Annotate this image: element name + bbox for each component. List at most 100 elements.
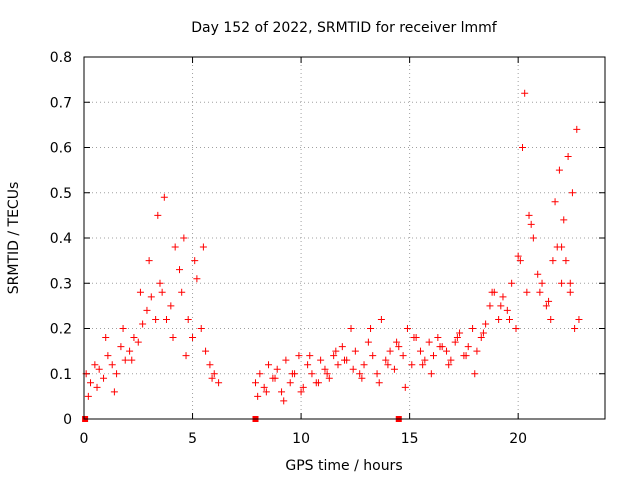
data-point bbox=[202, 347, 210, 355]
data-point bbox=[408, 361, 416, 369]
data-point bbox=[527, 220, 535, 228]
data-point bbox=[162, 315, 170, 323]
data-point bbox=[479, 329, 487, 337]
data-point bbox=[306, 352, 314, 360]
data-point bbox=[102, 334, 110, 342]
data-point bbox=[393, 338, 401, 346]
data-point bbox=[347, 325, 355, 332]
y-tick-label: 0.4 bbox=[50, 231, 72, 247]
data-point bbox=[299, 383, 307, 391]
data-point bbox=[558, 243, 566, 251]
data-point bbox=[206, 361, 214, 369]
data-point bbox=[113, 370, 121, 378]
data-point bbox=[377, 315, 385, 323]
data-point bbox=[349, 365, 357, 373]
data-point bbox=[176, 266, 184, 274]
data-point bbox=[443, 347, 451, 355]
y-tick-label: 0.7 bbox=[50, 95, 72, 111]
data-point bbox=[325, 374, 333, 382]
x-tick-label: 15 bbox=[401, 431, 419, 447]
grid-lines bbox=[84, 57, 605, 419]
data-point bbox=[147, 293, 155, 301]
data-point bbox=[334, 361, 342, 369]
data-points bbox=[82, 89, 583, 405]
data-point bbox=[375, 379, 383, 387]
data-point bbox=[505, 315, 513, 323]
data-point bbox=[495, 315, 503, 323]
data-point bbox=[430, 352, 438, 360]
data-point bbox=[538, 279, 546, 287]
data-point bbox=[256, 370, 264, 378]
data-point bbox=[486, 302, 494, 310]
data-point bbox=[260, 383, 268, 391]
data-point bbox=[469, 325, 477, 332]
data-point bbox=[351, 347, 359, 355]
y-tick-label: 0 bbox=[63, 412, 72, 428]
data-point bbox=[332, 347, 340, 355]
data-point bbox=[473, 347, 481, 355]
data-point bbox=[93, 383, 101, 391]
data-point bbox=[121, 356, 129, 364]
data-point bbox=[575, 315, 583, 323]
data-point bbox=[558, 279, 566, 287]
x-tick-label: 10 bbox=[292, 431, 310, 447]
data-point bbox=[566, 279, 574, 287]
data-point bbox=[525, 211, 533, 219]
data-point bbox=[288, 370, 296, 378]
data-point bbox=[419, 361, 427, 369]
data-point bbox=[571, 325, 579, 332]
data-point bbox=[514, 252, 522, 260]
data-point bbox=[286, 379, 294, 387]
data-point bbox=[568, 189, 576, 197]
data-point bbox=[158, 288, 166, 296]
data-point bbox=[84, 392, 92, 400]
data-point bbox=[128, 356, 136, 364]
data-point bbox=[180, 234, 188, 242]
data-point bbox=[488, 288, 496, 296]
data-point bbox=[251, 379, 259, 387]
data-point bbox=[139, 320, 147, 328]
data-point bbox=[447, 356, 455, 364]
data-point bbox=[171, 243, 179, 251]
data-point bbox=[573, 125, 581, 133]
data-point bbox=[399, 352, 407, 360]
data-point bbox=[427, 370, 435, 378]
chart-title: Day 152 of 2022, SRMTID for receiver lmm… bbox=[191, 20, 498, 36]
x-tick-label: 0 bbox=[80, 431, 89, 447]
data-point bbox=[119, 325, 127, 332]
data-point bbox=[297, 388, 305, 396]
data-point bbox=[364, 338, 372, 346]
data-point bbox=[87, 379, 95, 387]
data-point bbox=[471, 370, 479, 378]
data-point bbox=[136, 288, 144, 296]
data-point bbox=[117, 343, 125, 351]
data-point bbox=[110, 388, 118, 396]
data-point bbox=[462, 352, 470, 360]
data-point bbox=[95, 365, 103, 373]
data-point bbox=[536, 288, 544, 296]
data-point bbox=[184, 315, 192, 323]
data-point bbox=[410, 334, 418, 342]
data-point bbox=[562, 257, 570, 265]
data-point bbox=[145, 257, 153, 265]
data-point bbox=[189, 334, 197, 342]
data-point bbox=[386, 347, 394, 355]
data-point bbox=[508, 279, 516, 287]
data-point bbox=[529, 234, 537, 242]
data-point bbox=[169, 334, 177, 342]
data-point bbox=[551, 198, 559, 206]
data-point bbox=[154, 211, 162, 219]
y-tick-label: 0.6 bbox=[50, 141, 72, 157]
data-point bbox=[521, 89, 529, 97]
data-point bbox=[542, 302, 550, 310]
data-point bbox=[503, 306, 511, 314]
data-point bbox=[545, 297, 553, 305]
data-point bbox=[401, 383, 409, 391]
data-point bbox=[254, 392, 262, 400]
y-tick-label: 0.8 bbox=[50, 50, 72, 66]
data-point bbox=[560, 216, 568, 224]
data-point bbox=[425, 338, 433, 346]
data-point bbox=[330, 352, 338, 360]
data-point bbox=[278, 388, 286, 396]
data-point bbox=[499, 293, 507, 301]
